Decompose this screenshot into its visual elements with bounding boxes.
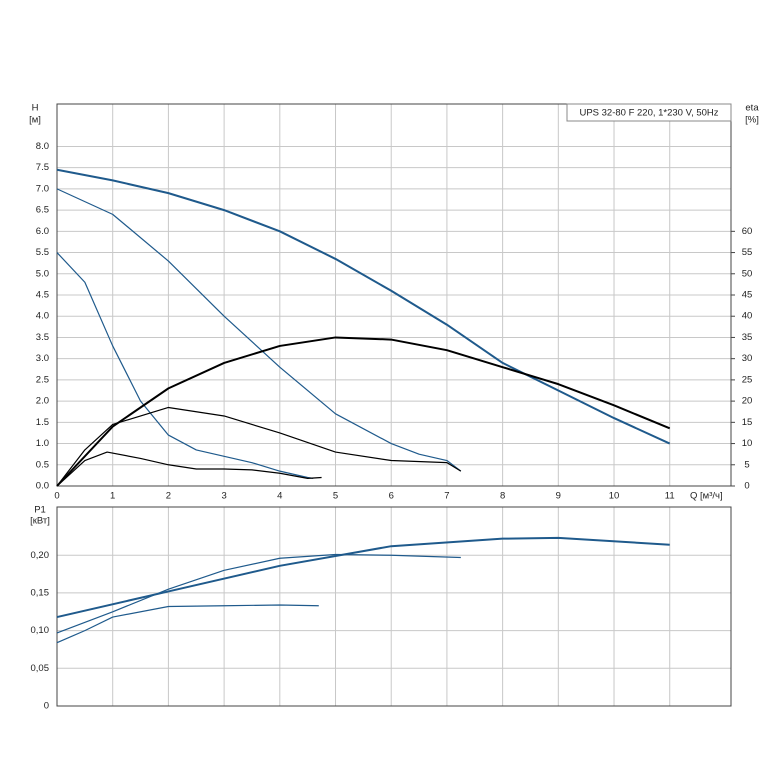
y2-tick-label: 55 — [742, 247, 753, 258]
y-tick-label: 0,10 — [31, 625, 50, 636]
y2-tick-label: 15 — [742, 417, 753, 428]
curve — [56, 406, 462, 487]
y-axis-unit: [кВт] — [30, 516, 50, 527]
y2-tick-label: 25 — [742, 374, 753, 385]
y2-tick-label: 35 — [742, 332, 753, 343]
y-tick-label: 1.0 — [36, 438, 49, 449]
y-axis-label: P1 — [34, 505, 46, 516]
y2-axis-label: eta — [745, 103, 759, 114]
y-tick-label: 0 — [44, 701, 49, 712]
y-tick-label: 0.5 — [36, 459, 49, 470]
y-axis-unit: [м] — [29, 115, 41, 126]
y-tick-label: 8.0 — [36, 141, 49, 152]
x-tick-label: 7 — [444, 491, 449, 502]
y2-tick-label: 45 — [742, 290, 753, 301]
y2-tick-label: 5 — [744, 459, 749, 470]
y2-tick-label: 60 — [742, 226, 753, 237]
y-tick-label: 2.5 — [36, 374, 49, 385]
y2-tick-label: 30 — [742, 353, 753, 364]
y2-axis-unit: [%] — [745, 115, 759, 126]
y-tick-label: 3.0 — [36, 353, 49, 364]
x-tick-label: 9 — [556, 491, 561, 502]
y-tick-label: 0,15 — [31, 587, 50, 598]
y-tick-label: 6.5 — [36, 205, 49, 216]
y-tick-label: 0.0 — [36, 481, 49, 492]
curve — [56, 188, 462, 472]
y-tick-label: 2.0 — [36, 396, 49, 407]
x-tick-label: 10 — [609, 491, 620, 502]
curve — [56, 168, 671, 445]
y2-tick-label: 40 — [742, 311, 753, 322]
x-tick-label: 11 — [665, 491, 675, 502]
y2-tick-label: 10 — [742, 438, 753, 449]
y-tick-label: 7.5 — [36, 162, 49, 173]
x-axis-label: Q [м³/ч] — [690, 491, 723, 502]
y-tick-label: 6.0 — [36, 226, 49, 237]
y-tick-label: 4.0 — [36, 311, 49, 322]
x-tick-label: 4 — [277, 491, 282, 502]
y2-tick-label: 50 — [742, 268, 753, 279]
y-tick-label: 5.5 — [36, 247, 49, 258]
y-tick-label: 5.0 — [36, 268, 49, 279]
x-tick-label: 6 — [389, 491, 394, 502]
curve — [56, 553, 461, 634]
y-tick-label: 1.5 — [36, 417, 49, 428]
curve — [56, 604, 319, 644]
curve — [56, 451, 322, 487]
y-tick-label: 7.0 — [36, 183, 49, 194]
x-tick-label: 8 — [500, 491, 505, 502]
plot-frame — [56, 506, 732, 707]
curve — [56, 536, 670, 619]
y2-tick-label: 20 — [742, 396, 753, 407]
y-tick-label: 3.5 — [36, 332, 49, 343]
x-tick-label: 0 — [54, 491, 59, 502]
title-box — [566, 103, 732, 122]
x-tick-label: 1 — [110, 491, 115, 502]
y2-tick-label: 0 — [744, 481, 749, 492]
y-axis-label: H — [32, 103, 39, 114]
curve — [56, 336, 671, 487]
y-tick-label: 0,05 — [31, 663, 50, 674]
y-tick-label: 4.5 — [36, 290, 49, 301]
x-tick-label: 5 — [333, 491, 338, 502]
chart-title: UPS 32-80 F 220, 1*230 V, 50Hz — [579, 108, 718, 119]
x-tick-label: 2 — [166, 491, 171, 502]
x-tick-label: 3 — [221, 491, 226, 502]
y-tick-label: 0,20 — [31, 550, 50, 561]
curve — [56, 252, 314, 479]
